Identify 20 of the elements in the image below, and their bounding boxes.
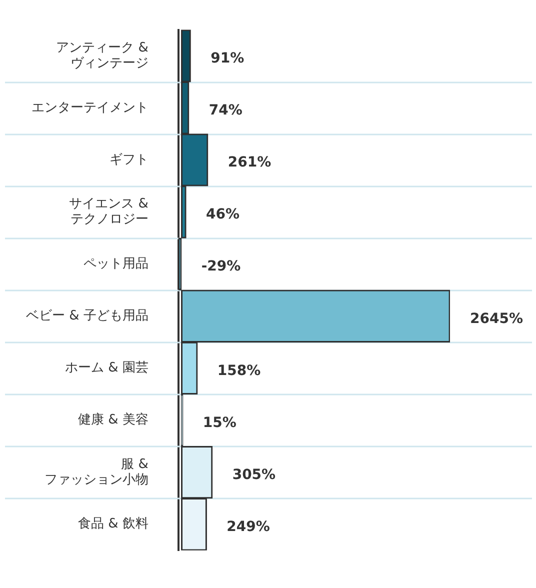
data-label: 158%: [217, 362, 261, 379]
data-label: 261%: [228, 154, 272, 171]
y-tick-label: サイエンス & テクノロジー: [69, 196, 148, 228]
data-label: 2645%: [470, 310, 523, 327]
y-tick-label: ギフト: [109, 152, 148, 168]
data-label: -29%: [201, 258, 241, 275]
y-tick-label: 健康 & 美容: [78, 412, 148, 428]
data-label: 46%: [206, 206, 240, 223]
y-tick-label: アンティーク & ヴィンテージ: [56, 40, 148, 72]
y-tick-label: 服 & ファッション小物: [44, 456, 148, 488]
y-tick-label: ペット用品: [83, 256, 148, 272]
y-tick-label: エンターテイメント: [31, 100, 148, 116]
data-label: 15%: [202, 414, 236, 431]
data-label: 305%: [232, 466, 276, 483]
y-tick-label: 食品 & 飲料: [78, 516, 148, 532]
data-label: 91%: [210, 50, 244, 66]
y-tick-label: ホーム & 園芸: [64, 360, 148, 376]
data-label: 74%: [208, 102, 242, 119]
y-tick-label: ベビー & 子ども用品: [26, 308, 148, 324]
data-label: 249%: [226, 519, 270, 536]
